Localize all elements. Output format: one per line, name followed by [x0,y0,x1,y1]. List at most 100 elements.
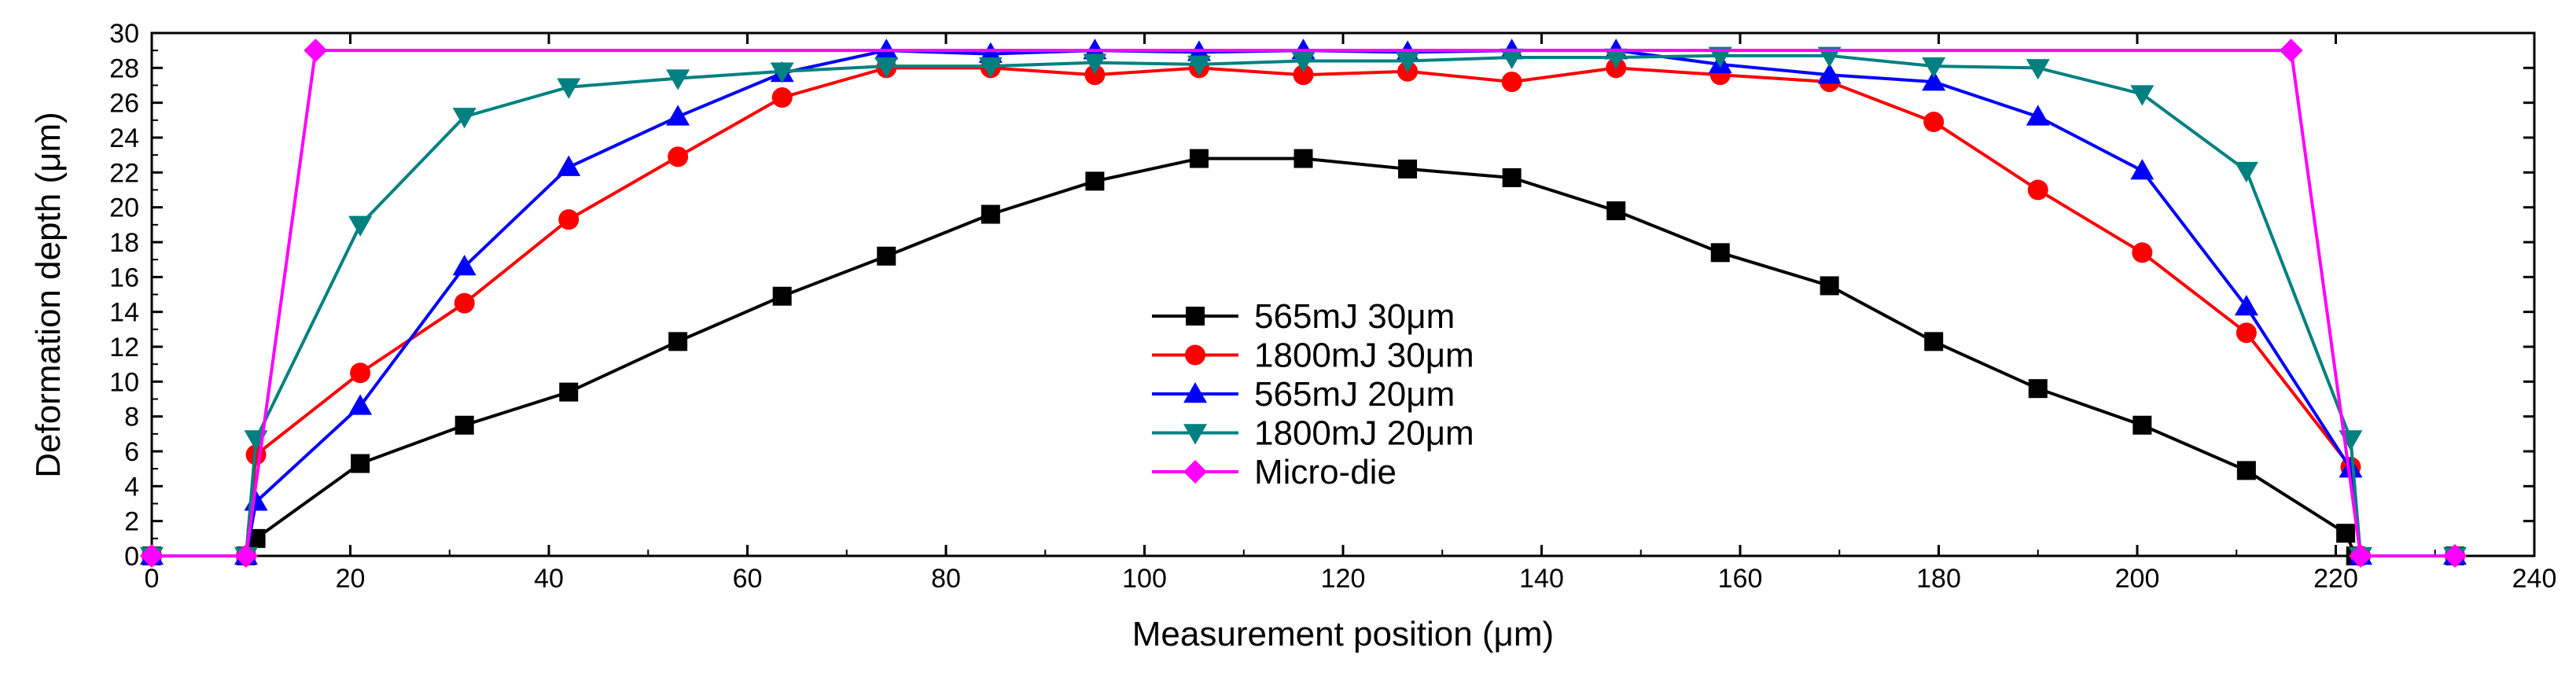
y-tick-label: 28 [109,53,139,83]
data-point [1398,159,1418,178]
data-point [2132,242,2153,263]
x-axis-title: Measurement position (μm) [1132,615,1554,653]
legend-item: 565mJ 30μm [1152,297,1455,336]
data-point [1922,57,1946,79]
data-point [2236,322,2257,344]
data-point [1710,243,1730,263]
data-point [350,362,371,384]
y-tick-label: 4 [124,472,139,502]
data-point [668,332,688,351]
x-tick-label: 220 [2313,564,2358,594]
legend-item: Micro-die [1152,453,1397,491]
data-point [877,246,896,266]
x-tick-label: 240 [2512,564,2557,594]
legend-label: 1800mJ 30μm [1254,337,1474,375]
legend-marker [1183,424,1207,445]
x-tick-label: 80 [931,564,961,594]
data-point [2130,85,2155,106]
data-point [1084,64,1106,86]
data-point [557,155,581,176]
data-point [1922,70,1946,91]
legend-item: 1800mJ 30μm [1152,337,1474,375]
data-point [2026,59,2050,80]
data-point [557,78,581,99]
x-tick-label: 0 [145,564,160,594]
data-point [668,146,689,167]
data-point [2026,105,2050,126]
data-point [1396,52,1420,73]
y-tick-label: 6 [124,437,139,467]
data-point [452,255,477,276]
y-tick-label: 2 [124,507,139,537]
data-point [351,454,370,473]
x-tick-label: 40 [534,564,564,594]
data-point [2027,179,2048,201]
data-point [1502,167,1522,187]
data-point [1604,48,1628,70]
y-axis-title: Deformation depth (μm) [29,112,68,478]
data-point [234,544,258,568]
y-tick-label: 18 [109,228,139,258]
data-point [559,382,579,402]
y-tick-label: 0 [124,542,139,572]
x-axis-ticks: 0 20 40 60 80 100 120 140 160 180 200 220 240 [145,33,2557,594]
y-tick-label: 24 [109,123,139,153]
data-point [2234,295,2258,316]
data-point [1501,72,1522,93]
y-tick-label: 26 [109,89,139,119]
x-tick-label: 160 [1718,564,1763,594]
legend-label: 565mJ 30μm [1254,297,1455,336]
data-point [2339,457,2363,478]
y-tick-label: 12 [109,333,139,362]
x-tick-label: 180 [1916,564,1961,594]
data-point [452,108,477,129]
data-point [771,87,793,109]
data-point [1083,53,1107,75]
x-tick-label: 200 [2115,564,2160,594]
data-point [1085,171,1105,191]
data-point [1817,63,1842,84]
data-point [1500,48,1524,70]
data-point [770,62,794,83]
x-tick-label: 20 [336,564,366,594]
data-point [1924,332,1944,351]
data-point [2236,461,2256,480]
data-point [2349,544,2373,568]
data-point [1606,201,1626,221]
legend-label: 1800mJ 20μm [1254,414,1474,453]
y-tick-label: 10 [109,367,139,397]
legend-marker [1185,344,1205,366]
data-point [1923,112,1945,133]
y-tick-label: 8 [124,403,139,432]
data-point [454,415,474,435]
data-point [2130,159,2155,180]
legend-marker [1183,460,1207,484]
x-tick-label: 120 [1321,564,1366,594]
series-line [152,49,2455,557]
data-point [978,57,1003,79]
x-tick-label: 60 [733,564,763,594]
data-point [1189,149,1209,168]
y-tick-label: 16 [109,263,139,293]
data-point [2133,415,2152,435]
data-point [140,544,164,568]
y-tick-label: 30 [109,19,139,49]
data-point [304,39,328,63]
series-5 [140,39,2467,568]
data-point [2336,524,2356,543]
y-tick-label: 14 [109,298,139,328]
data-point [558,209,580,230]
data-point [348,394,373,415]
data-point [666,69,690,90]
data-point [2234,161,2258,183]
x-tick-label: 100 [1122,564,1167,594]
data-point [666,105,690,126]
y-tick-label: 20 [109,193,139,223]
data-point [1187,55,1211,76]
data-point [1291,52,1316,73]
legend-label: Micro-die [1254,453,1397,491]
data-point [874,57,899,79]
